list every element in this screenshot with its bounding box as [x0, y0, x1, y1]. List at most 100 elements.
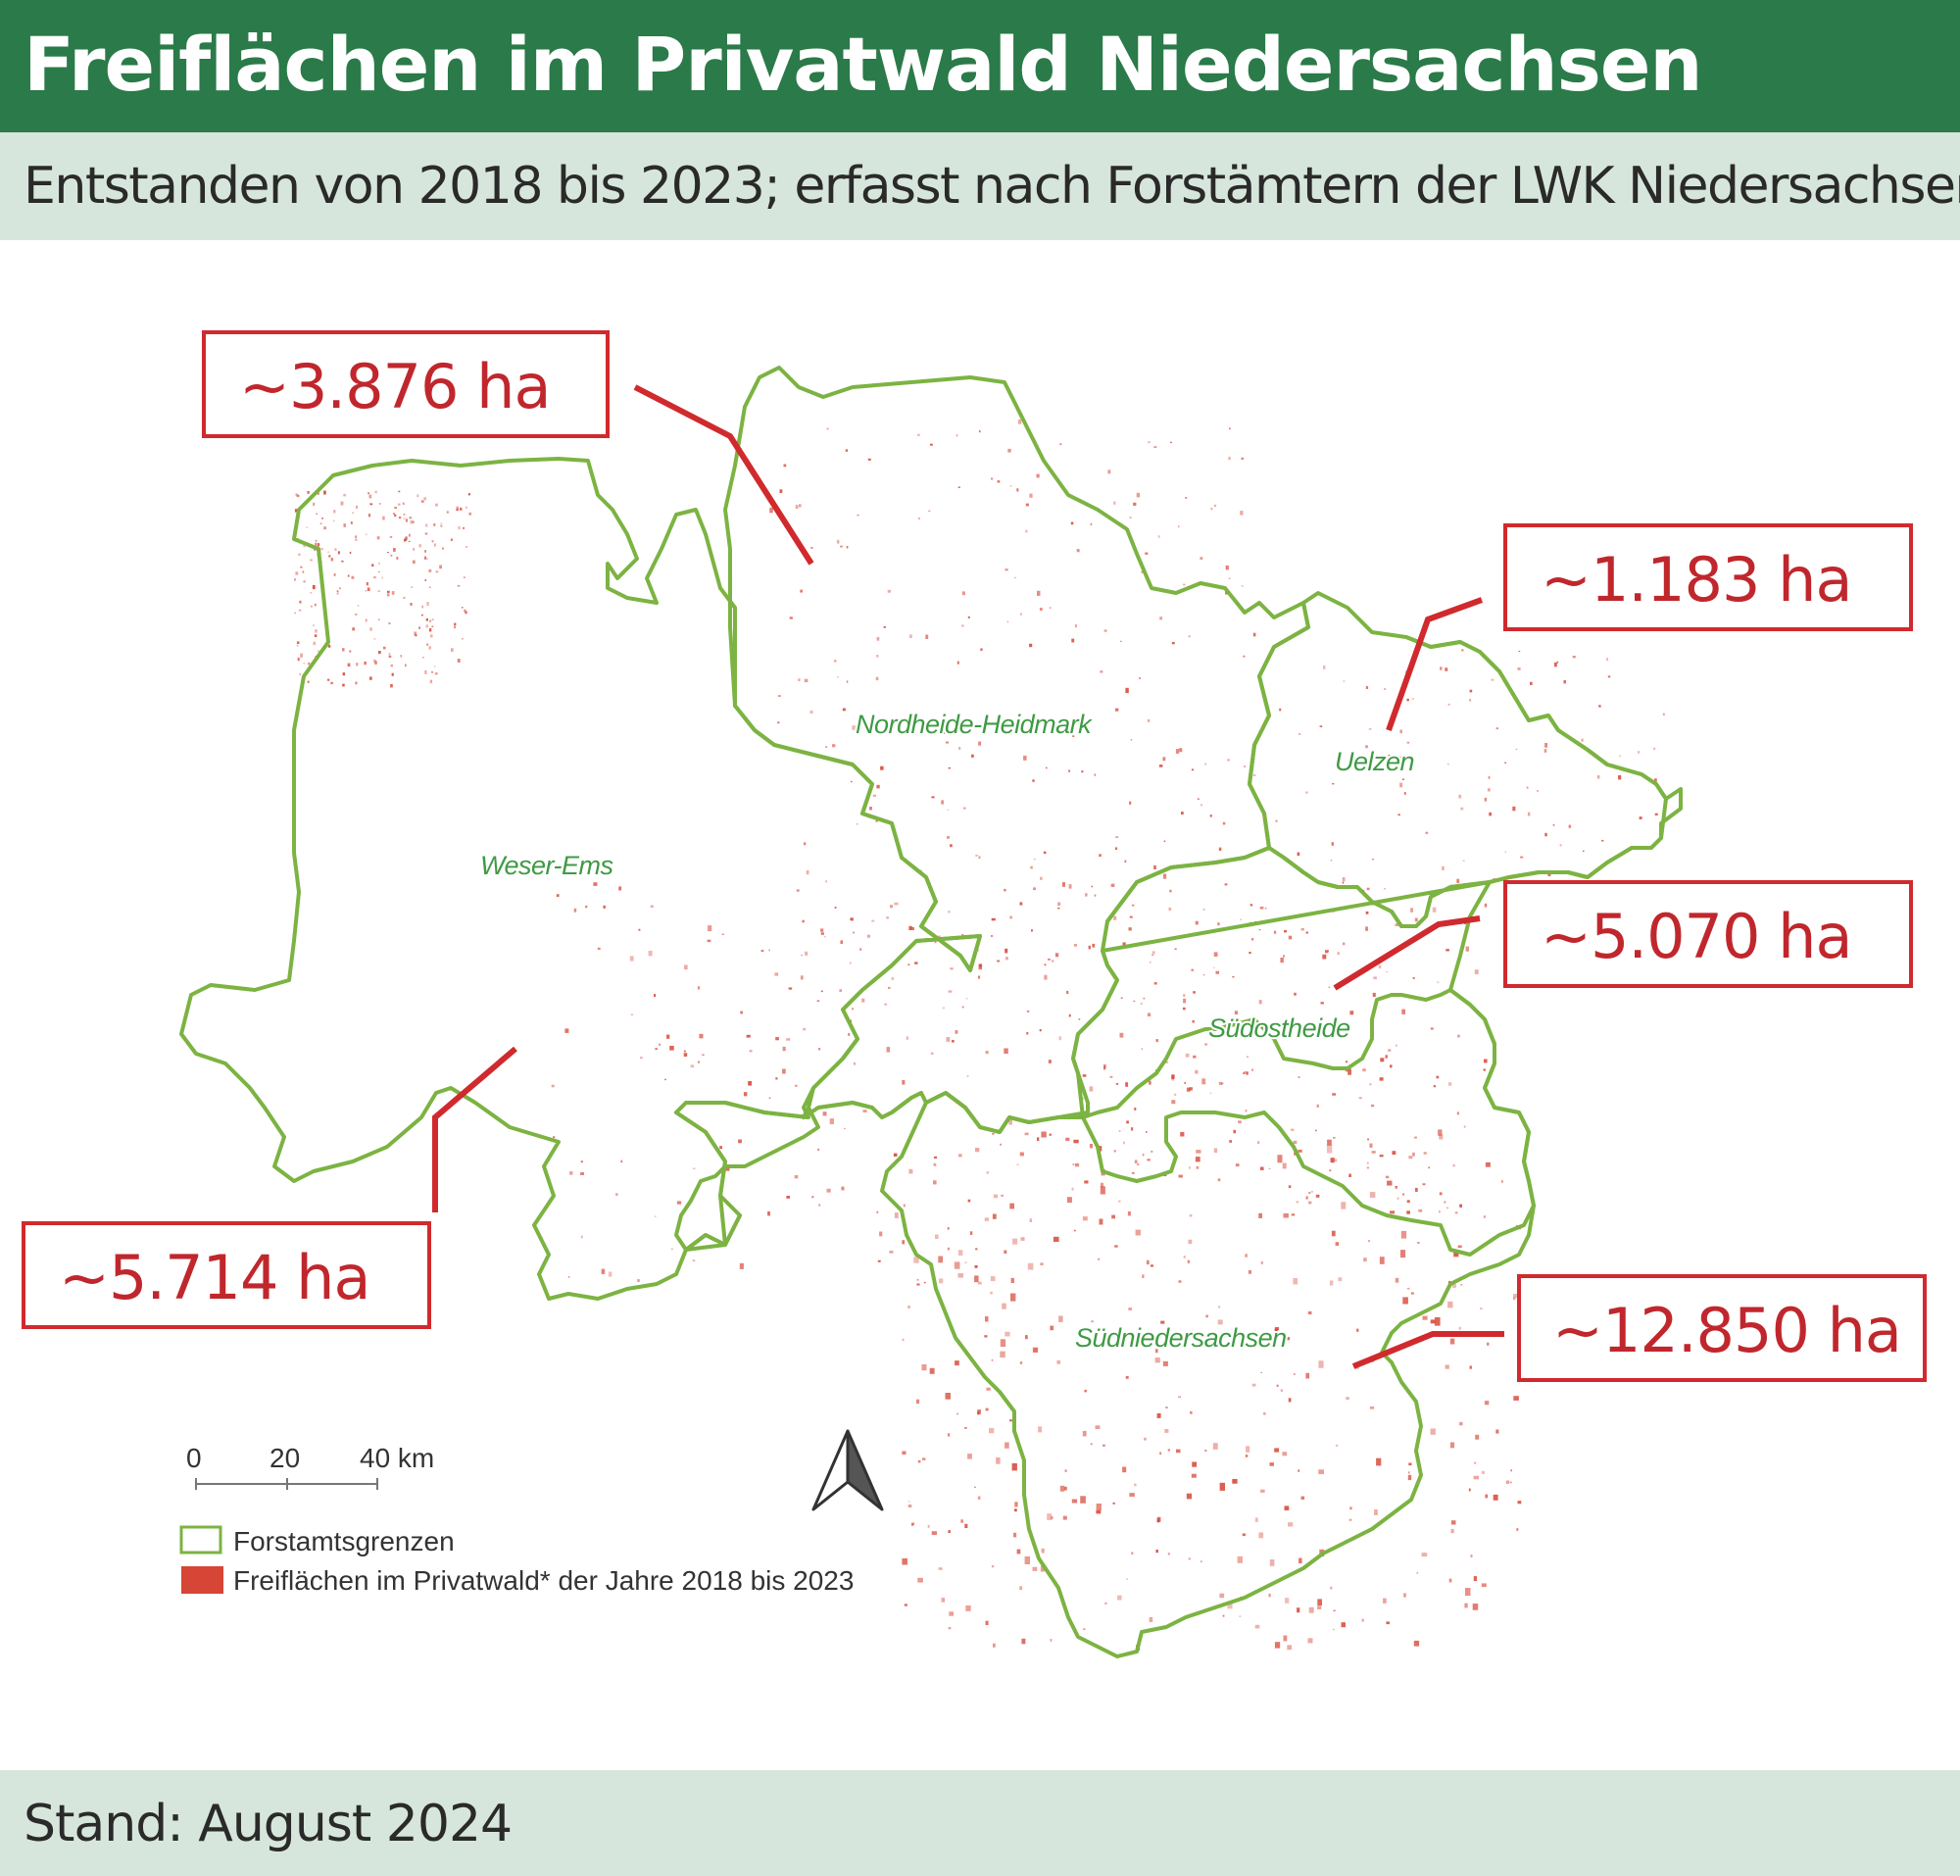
clearing-patch [802, 919, 805, 923]
clearing-patch [1068, 769, 1071, 772]
clearing-patch [948, 911, 951, 913]
clearing-patch [1119, 1032, 1124, 1038]
clearing-patch [1388, 754, 1391, 758]
clearing-patch [416, 494, 419, 498]
clearing-patch [816, 1000, 820, 1002]
clearing-patch [1176, 1449, 1181, 1454]
clearing-patch [1406, 1210, 1410, 1214]
clearing-patch [1481, 1583, 1487, 1588]
clearing-patch [1125, 1082, 1129, 1087]
clearing-patch [1250, 938, 1254, 941]
clearing-patch [965, 998, 968, 1000]
clearing-patch [1100, 1182, 1104, 1188]
clearing-patch [1504, 851, 1507, 853]
clearing-patch [1463, 1125, 1466, 1128]
clearing-patch [975, 1248, 978, 1251]
clearing-patch [1189, 1087, 1193, 1091]
clearing-patch [666, 1034, 670, 1039]
clearing-patch [1171, 1076, 1174, 1081]
callout-value-uelzen: ~1.183 ha [1541, 544, 1851, 616]
clearing-patch [337, 551, 340, 555]
clearing-patch [298, 553, 301, 556]
clearing-patch [854, 1062, 856, 1065]
clearing-patch [1218, 1306, 1220, 1308]
clearing-patch [1056, 1359, 1060, 1364]
clearing-patch [1224, 883, 1228, 886]
clearing-patch [719, 1146, 722, 1150]
clearing-patch [1099, 854, 1102, 858]
clearing-patch [342, 672, 346, 676]
clearing-patch [1308, 1201, 1312, 1205]
clearing-patch [975, 1148, 980, 1153]
clearing-patch [308, 662, 311, 666]
clearing-patch [1260, 1260, 1263, 1264]
page-subtitle: Entstanden von 2018 bis 2023; erfasst na… [24, 157, 1960, 216]
clearing-patch [1209, 815, 1212, 817]
clearing-patch [390, 664, 393, 667]
clearing-patch [422, 657, 424, 659]
clearing-patch [1348, 1068, 1351, 1075]
clearing-patch [1145, 552, 1149, 555]
clearing-patch [1192, 1019, 1195, 1023]
clearing-patch [840, 545, 843, 548]
clearing-patch [1169, 889, 1172, 893]
clearing-patch [1036, 473, 1040, 478]
clearing-patch [961, 934, 964, 936]
clearing-patch [839, 989, 842, 992]
clearing-patch [1044, 974, 1048, 980]
clearing-patch [1155, 1550, 1158, 1554]
clearing-patch [876, 1210, 879, 1213]
clearing-patch [342, 683, 345, 687]
clearing-patch [1024, 1132, 1029, 1136]
clearing-patch [1369, 1143, 1373, 1148]
clearing-patch [1418, 1209, 1423, 1212]
clearing-patch [954, 1261, 960, 1269]
clearing-patch [418, 544, 421, 548]
clearing-patch [997, 480, 1001, 483]
clearing-patch [373, 638, 376, 640]
clearing-patch [424, 556, 427, 560]
clearing-patch [867, 458, 871, 461]
clearing-patch [950, 967, 954, 970]
clearing-patch [1428, 1166, 1430, 1169]
clearing-patch [1020, 1237, 1025, 1241]
clearing-patch [1059, 1485, 1065, 1492]
clearing-patch [788, 987, 793, 990]
clearing-patch [1156, 1412, 1161, 1418]
clearing-patch [1081, 770, 1084, 773]
clearing-patch [1011, 1462, 1017, 1471]
clearing-patch [1451, 1283, 1456, 1288]
clearing-patch [314, 549, 317, 551]
clearing-patch [1399, 729, 1402, 734]
clearing-patch [320, 548, 323, 551]
callout-suedostheide: ~5.070 ha [1503, 880, 1913, 988]
clearing-patch [1246, 1071, 1249, 1075]
clearing-patch [1126, 1120, 1129, 1124]
clearing-patch [296, 645, 299, 647]
clearing-patch [429, 628, 432, 632]
clearing-patch [1160, 1320, 1165, 1324]
clearing-patch [1410, 908, 1413, 913]
clearing-patch [1483, 1215, 1487, 1218]
clearing-patch [1026, 1011, 1030, 1012]
clearing-patch [311, 605, 313, 608]
clearing-patch [997, 960, 1001, 963]
clearing-patch [1138, 677, 1142, 679]
clearing-patch [1149, 1616, 1153, 1622]
clearing-patch [1135, 1229, 1141, 1236]
clearing-patch [918, 517, 920, 520]
clearing-patch [1401, 1009, 1405, 1014]
clearing-patch [409, 533, 411, 537]
clearing-patch [369, 503, 373, 506]
clearing-patch [1421, 1553, 1428, 1556]
title-bar: Freiflächen im Privatwald Niedersachsen [0, 0, 1960, 132]
clearing-patch [1335, 1444, 1339, 1447]
clearing-patch [431, 671, 433, 673]
clearing-patch [1014, 1502, 1018, 1507]
clearing-patch [1363, 1258, 1367, 1262]
clearing-patch [1308, 1606, 1314, 1613]
clearing-patch [1258, 1212, 1262, 1218]
clearing-patch [1167, 1449, 1170, 1452]
clearing-patch [1084, 1389, 1087, 1393]
clearing-patch [405, 536, 408, 540]
